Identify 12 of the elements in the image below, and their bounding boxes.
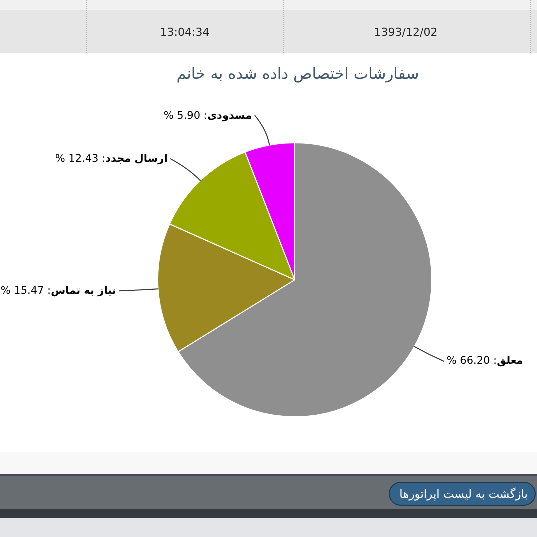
text: بازگشت به لیست اپراتورها (389, 482, 536, 506)
slice-label: نیاز به تماس (51, 285, 116, 298)
data-label: : 66.20 % (446, 355, 498, 368)
data-label: : 15.47 % (0, 285, 52, 298)
slice-label: مسدودی (207, 110, 252, 122)
slice-label: معلق (497, 355, 524, 368)
data-label: : 12.43 % (55, 153, 106, 166)
chart-title: سفارشات اختصاص داده شده به خانم (176, 64, 420, 84)
slice-label: ارسال مجدد (106, 153, 168, 166)
text: 1393/12/02 (373, 25, 439, 41)
text: 13:04:34 (159, 25, 211, 41)
data-label: : 5.90 % (164, 110, 208, 122)
